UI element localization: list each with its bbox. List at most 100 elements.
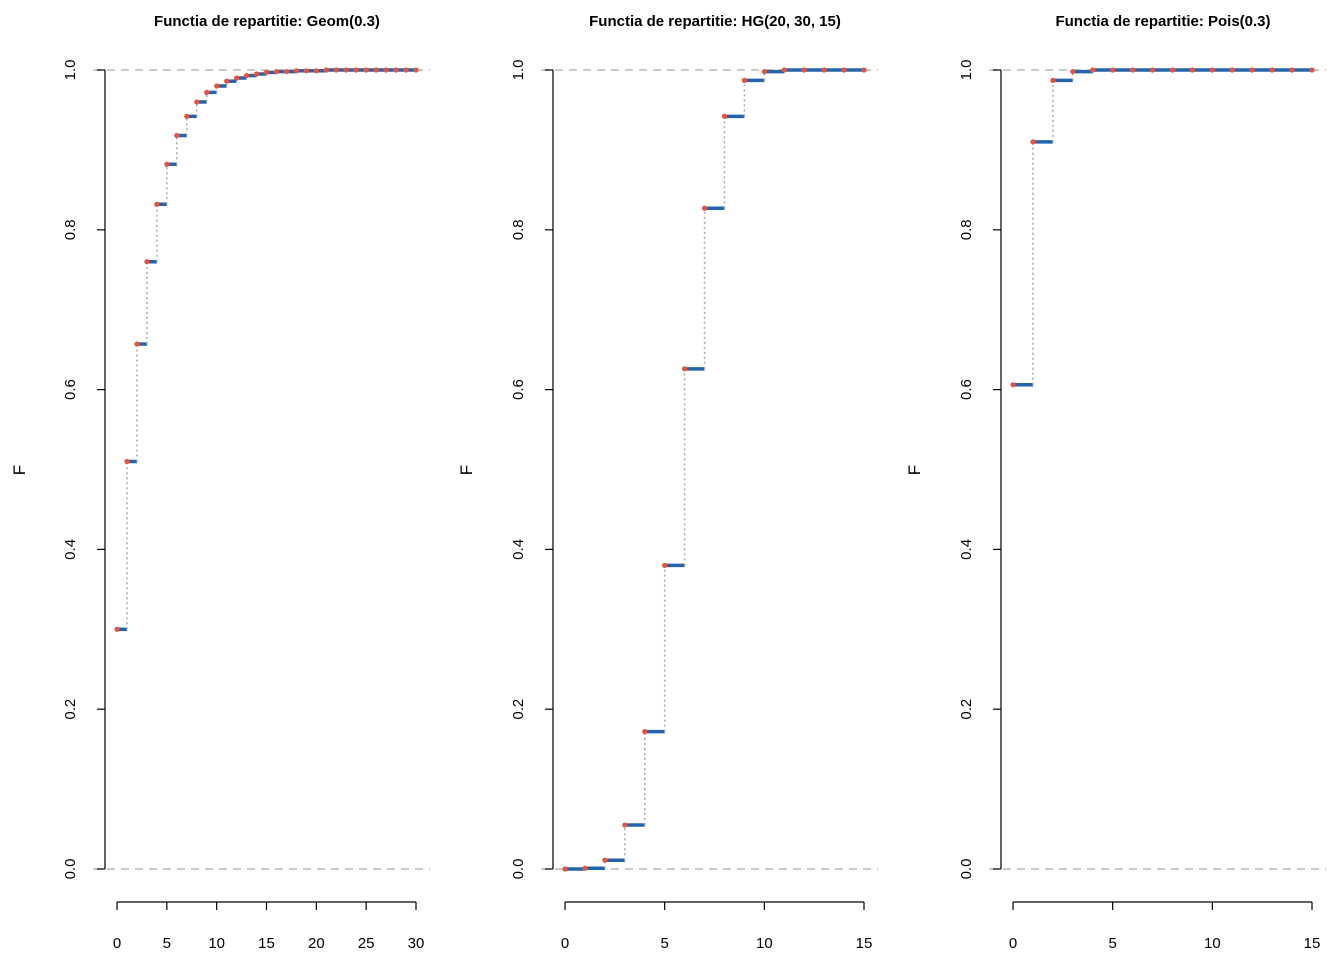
y-axis-label: F: [10, 465, 29, 475]
x-tick-label: 0: [561, 935, 569, 952]
x-tick-label: 0: [1009, 935, 1017, 952]
data-point: [781, 67, 787, 73]
data-point: [154, 201, 160, 207]
x-tick-label: 15: [258, 935, 275, 952]
data-point: [662, 562, 668, 568]
panel-title: Functia de repartitie: Pois(0.3): [1055, 13, 1270, 30]
data-point: [353, 67, 359, 73]
data-point: [204, 89, 210, 95]
data-point: [323, 67, 329, 73]
data-point: [373, 67, 379, 73]
x-tick-label: 10: [208, 935, 225, 952]
data-point: [1130, 67, 1136, 73]
y-tick-label: 0.2: [510, 699, 527, 720]
data-point: [1070, 68, 1076, 75]
data-point: [283, 68, 290, 75]
data-point: [393, 67, 399, 73]
data-point: [841, 67, 847, 73]
data-point: [1249, 67, 1255, 73]
data-point: [721, 113, 728, 119]
y-tick-label: 0.8: [958, 219, 975, 240]
data-point: [682, 366, 688, 372]
data-point: [1209, 67, 1215, 73]
y-tick-label: 0.8: [62, 219, 79, 240]
x-tick-label: 15: [1304, 935, 1321, 952]
data-point: [313, 68, 319, 74]
data-point: [234, 75, 240, 81]
x-tick-label: 5: [660, 935, 668, 952]
data-point: [1229, 67, 1235, 73]
panel-geom: Functia de repartitie: Geom(0.3) F 0.0 0.…: [10, 13, 430, 952]
data-point: [184, 113, 190, 119]
x-tick-label: 10: [756, 935, 773, 952]
panel-poisson: Functia de repartitie: Pois(0.3) F 0.0 0.…: [905, 13, 1326, 952]
data-point: [622, 822, 628, 828]
data-point: [243, 72, 250, 79]
x-tick-label: 0: [113, 935, 121, 952]
panel-hypergeometric: Functia de repartitie: HG(20, 30, 15) F …: [457, 13, 878, 952]
data-point: [194, 99, 200, 105]
data-point: [144, 259, 150, 265]
data-point: [701, 205, 708, 211]
y-tick-label: 0.4: [510, 539, 527, 560]
data-point: [1149, 67, 1156, 73]
data-point: [403, 67, 409, 73]
data-point: [383, 67, 389, 73]
data-point: [263, 69, 270, 75]
y-tick-label: 0.6: [958, 379, 975, 400]
y-tick-label: 0.0: [510, 859, 527, 880]
y-tick-label: 1.0: [510, 60, 527, 81]
data-point: [124, 458, 130, 465]
data-point: [861, 67, 867, 73]
x-tick-label: 5: [163, 935, 171, 952]
y-tick-label: 0.4: [62, 539, 79, 560]
data-point: [801, 67, 807, 73]
data-point: [333, 67, 339, 73]
data-point: [1030, 139, 1036, 145]
data-point: [1169, 67, 1176, 73]
x-tick-label: 30: [408, 935, 425, 952]
data-point: [562, 866, 568, 872]
data-point: [273, 68, 280, 75]
y-tick-label: 0.2: [958, 699, 975, 720]
y-tick-label: 1.0: [62, 60, 79, 81]
data-point: [1269, 67, 1275, 73]
x-tick-label: 10: [1204, 935, 1221, 952]
data-point: [582, 865, 588, 871]
x-tick-label: 15: [856, 935, 873, 952]
data-point: [134, 341, 140, 347]
data-point: [214, 83, 220, 89]
data-point: [1309, 67, 1315, 73]
x-tick-label: 20: [308, 935, 325, 952]
data-point: [174, 132, 180, 139]
data-point: [253, 71, 260, 77]
y-axis-label: F: [457, 465, 476, 475]
data-point: [642, 728, 648, 735]
data-point: [1090, 67, 1096, 73]
x-tick-label: 5: [1108, 935, 1116, 952]
y-axis-label: F: [905, 465, 924, 475]
panel-title: Functia de repartitie: HG(20, 30, 15): [589, 13, 841, 30]
data-point: [1110, 67, 1116, 73]
data-point: [1289, 67, 1295, 73]
data-point: [164, 161, 170, 167]
data-point: [761, 68, 767, 75]
data-point: [1010, 382, 1016, 388]
y-tick-label: 0.2: [62, 699, 79, 720]
data-point: [413, 67, 419, 73]
y-tick-label: 0.6: [62, 379, 79, 400]
data-point: [1050, 77, 1056, 83]
y-tick-label: 0.8: [510, 219, 527, 240]
data-point: [1189, 67, 1195, 73]
data-point: [741, 77, 748, 83]
data-point: [602, 857, 608, 863]
data-point: [343, 67, 349, 73]
data-point: [303, 68, 309, 74]
x-tick-label: 25: [358, 935, 375, 952]
y-tick-label: 0.6: [510, 379, 527, 400]
data-point: [114, 626, 120, 632]
data-point: [293, 68, 299, 74]
panel-title: Functia de repartitie: Geom(0.3): [154, 13, 380, 30]
y-tick-label: 1.0: [958, 60, 975, 81]
